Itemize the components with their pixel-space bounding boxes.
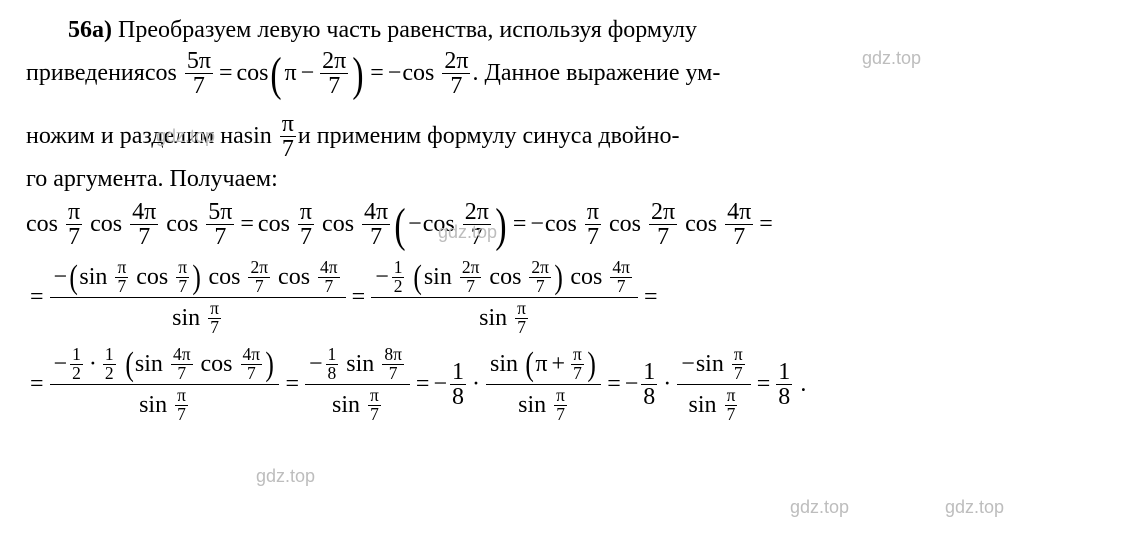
- cos-text: cos: [402, 61, 434, 86]
- line3-tail: и применим формулу синуса двойно-: [298, 124, 680, 149]
- line2-tail: . Данное выражение ум-: [472, 61, 720, 86]
- frac-5pi7: 5π 7: [185, 49, 213, 98]
- bigfrac-4: − 18 sin 8π7 sin π7: [305, 346, 410, 423]
- frac-2pi7: 2π 7: [320, 49, 348, 98]
- paragraph-line-1: 56а) Преобразуем левую часть равенства, …: [68, 18, 1109, 43]
- document-page: 56а) Преобразуем левую часть равенства, …: [0, 0, 1135, 423]
- rparen-icon: ): [353, 61, 364, 90]
- watermark-text: gdz.top: [790, 497, 849, 518]
- bigfrac-1: − ( sin π7 cos π7 ) cos 2π7 cos 4π7 sin …: [50, 259, 346, 336]
- lparen-icon: (: [271, 61, 282, 90]
- watermark-text: gdz.top: [256, 466, 315, 487]
- sin-text: sin: [244, 124, 272, 149]
- minus: −: [388, 61, 402, 86]
- bigfrac-3: − 12 · 12 ( sin 4π7 cos 4π7 ) sin π7: [50, 346, 280, 423]
- bigfrac-5: sin ( π + π7 ) sin π7: [486, 346, 601, 423]
- frac-pi7: π 7: [280, 112, 296, 161]
- bigfrac-2: − 12 ( sin 2π7 cos 2π7 ) cos 4π7 sin π7: [371, 259, 638, 336]
- frac-2pi7: 2π 7: [442, 49, 470, 98]
- equation-row-2: = − ( sin π7 cos π7 ) cos 2π7 cos 4π7 si…: [26, 259, 1109, 336]
- paragraph-line-2: приведения cos 5π 7 = cos ( π − 2π 7 ) =…: [26, 49, 1109, 98]
- bigfrac-6: − sin π7 sin π7: [677, 346, 750, 423]
- problem-label: 56а): [68, 17, 112, 43]
- line4-text: го аргумента. Получаем:: [26, 166, 278, 192]
- equation-row-3: = − 12 · 12 ( sin 4π7 cos 4π7 ) sin π7 =: [26, 346, 1109, 423]
- minus-text: −: [301, 61, 315, 86]
- paragraph-line-4: го аргумента. Получаем:: [26, 167, 1109, 192]
- paragraph-line-3: ножим и разделим на sin π 7 и применим ф…: [26, 112, 1109, 161]
- cos-text: cos: [236, 61, 268, 86]
- equation-row-1: cos π7 cos 4π7 cos 5π7 = cos π7 cos 4π7 …: [26, 200, 1109, 249]
- line1-text: Преобразуем левую часть равенства, испол…: [112, 17, 697, 43]
- pi-text: π: [284, 61, 296, 86]
- line3-prefix: ножим и разделим на: [26, 124, 244, 149]
- cos-text: cos: [145, 61, 177, 86]
- watermark-text: gdz.top: [945, 497, 1004, 518]
- line2-prefix: приведения: [26, 61, 145, 86]
- line2-eq: cos 5π 7 = cos ( π − 2π 7 ) = − cos 2π 7: [145, 49, 473, 98]
